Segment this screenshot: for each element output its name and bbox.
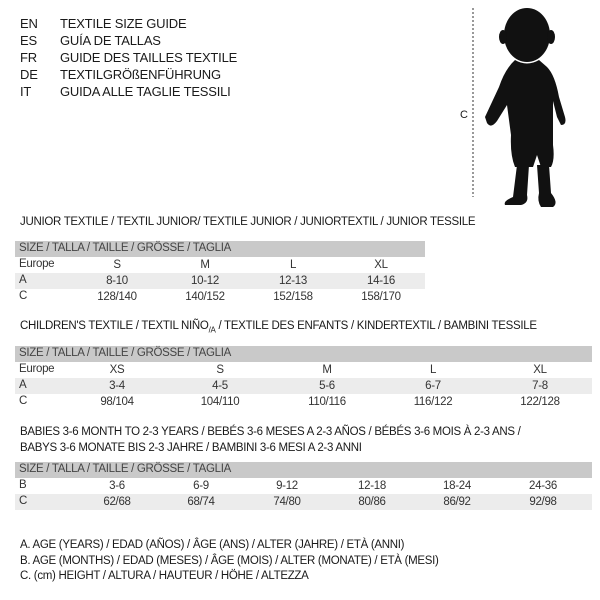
cell: 4-5 xyxy=(212,380,228,392)
cell: 98/104 xyxy=(100,396,134,408)
lang-title: TEXTILE SIZE GUIDE xyxy=(60,16,187,31)
cell: 24-36 xyxy=(529,480,557,492)
table-row: Europe S M L XL xyxy=(15,257,425,273)
junior-heading: JUNIOR TEXTILE / TEXTIL JUNIOR/ TEXTILE … xyxy=(20,216,476,228)
size-header: SIZE / TALLA / TAILLE / GRÖSSE / TAGLIA xyxy=(19,347,232,359)
heading-text: / TEXTILE DES ENFANTS / KINDERTEXTIL / B… xyxy=(215,320,537,332)
cell: 7-8 xyxy=(532,380,548,392)
lang-code: FR xyxy=(20,50,37,65)
row-label: A xyxy=(19,379,27,391)
table-row: A 3-4 4-5 5-6 6-7 7-8 xyxy=(15,378,592,394)
cell: 110/116 xyxy=(308,396,346,408)
lang-code: DE xyxy=(20,67,38,82)
row-label: A xyxy=(19,274,27,286)
cell: L xyxy=(289,259,297,271)
lang-title: GUIDA ALLE TAGLIE TESSILI xyxy=(60,84,231,99)
cell: 5-6 xyxy=(319,380,335,392)
row-label: Europe xyxy=(19,363,55,375)
cell: 6-7 xyxy=(425,380,441,392)
table-row: C 98/104 104/110 110/116 116/122 122/128 xyxy=(15,394,592,410)
heading-text: CHILDREN'S TEXTILE / TEXTIL NIÑO xyxy=(20,320,209,332)
cell: 152/158 xyxy=(273,291,313,303)
heading-subscript: /A xyxy=(208,325,216,335)
row-label: B xyxy=(19,479,27,491)
lang-code: EN xyxy=(20,16,38,31)
cell: 10-12 xyxy=(191,275,219,287)
cell: 8-10 xyxy=(106,275,128,287)
cell: 6-9 xyxy=(193,480,209,492)
cell: L xyxy=(429,364,437,376)
row-label: C xyxy=(19,395,28,407)
cell: M xyxy=(322,364,332,376)
row-label: Europe xyxy=(19,258,55,270)
cell: 68/74 xyxy=(187,496,215,508)
cell: 3-4 xyxy=(109,380,125,392)
cell: 74/80 xyxy=(273,496,301,508)
cell: 122/128 xyxy=(520,396,560,408)
babies-heading-line2: BABYS 3-6 MONATE BIS 2-3 JAHRE / BAMBINI… xyxy=(20,442,362,454)
lang-title: TEXTILGRÖßENFÜHRUNG xyxy=(60,67,221,82)
cell: 80/86 xyxy=(358,496,386,508)
babies-heading-line1: BABIES 3-6 MONTH TO 2-3 YEARS / BEBÉS 3-… xyxy=(20,426,521,438)
row-label: C xyxy=(19,495,28,507)
lang-title: GUIDE DES TAILLES TEXTILE xyxy=(60,50,238,65)
table-row: C 128/140 140/152 152/158 158/170 xyxy=(15,289,425,305)
table-header: SIZE / TALLA / TAILLE / GRÖSSE / TAGLIA xyxy=(15,241,425,257)
children-heading: CHILDREN'S TEXTILE / TEXTIL NIÑO/A / TEX… xyxy=(20,320,537,334)
cell: 12-18 xyxy=(358,480,386,492)
cell: S xyxy=(216,364,224,376)
children-size-table: SIZE / TALLA / TAILLE / GRÖSSE / TAGLIA … xyxy=(15,346,592,410)
row-label: C xyxy=(19,290,28,302)
table-row: C 62/68 68/74 74/80 80/86 86/92 92/98 xyxy=(15,494,592,510)
legend-b: B. AGE (MONTHS) / EDAD (MESES) / ÂGE (MO… xyxy=(20,555,439,567)
cell: 62/68 xyxy=(103,496,131,508)
legend-c: C. (cm) HEIGHT / ALTURA / HAUTEUR / HÖHE… xyxy=(20,570,309,582)
cell: 158/170 xyxy=(361,291,401,303)
cell: 104/110 xyxy=(200,396,240,408)
table-header: SIZE / TALLA / TAILLE / GRÖSSE / TAGLIA xyxy=(15,462,592,478)
cell: 18-24 xyxy=(443,480,471,492)
cell: 3-6 xyxy=(109,480,125,492)
cell: XL xyxy=(533,364,547,376)
lang-code: IT xyxy=(20,84,32,99)
cell: 128/140 xyxy=(97,291,137,303)
babies-size-table: SIZE / TALLA / TAILLE / GRÖSSE / TAGLIA … xyxy=(15,462,592,510)
cell: XS xyxy=(109,364,125,376)
cell: 86/92 xyxy=(443,496,471,508)
cell: 12-13 xyxy=(279,275,307,287)
table-row: B 3-6 6-9 9-12 12-18 18-24 24-36 xyxy=(15,478,592,494)
table-header: SIZE / TALLA / TAILLE / GRÖSSE / TAGLIA xyxy=(15,346,592,362)
child-silhouette-icon xyxy=(472,8,566,207)
table-row: A 8-10 10-12 12-13 14-16 xyxy=(15,273,425,289)
cell: M xyxy=(200,259,210,271)
child-height-figure: C xyxy=(455,5,575,215)
legend-a: A. AGE (YEARS) / EDAD (AÑOS) / ÂGE (ANS)… xyxy=(20,539,405,551)
cell: S xyxy=(113,259,121,271)
cell: 140/152 xyxy=(185,291,225,303)
lang-title: GUÍA DE TALLAS xyxy=(60,33,161,48)
table-row: Europe XS S M L XL xyxy=(15,362,592,378)
cell: 9-12 xyxy=(276,480,298,492)
cell: XL xyxy=(374,259,388,271)
cell: 116/122 xyxy=(413,396,453,408)
junior-size-table: SIZE / TALLA / TAILLE / GRÖSSE / TAGLIA … xyxy=(15,241,425,305)
size-header: SIZE / TALLA / TAILLE / GRÖSSE / TAGLIA xyxy=(19,242,232,254)
lang-code: ES xyxy=(20,33,37,48)
cell: 92/98 xyxy=(529,496,557,508)
cell: 14-16 xyxy=(367,275,395,287)
size-header: SIZE / TALLA / TAILLE / GRÖSSE / TAGLIA xyxy=(19,463,232,475)
height-measure-label: C xyxy=(460,109,468,121)
